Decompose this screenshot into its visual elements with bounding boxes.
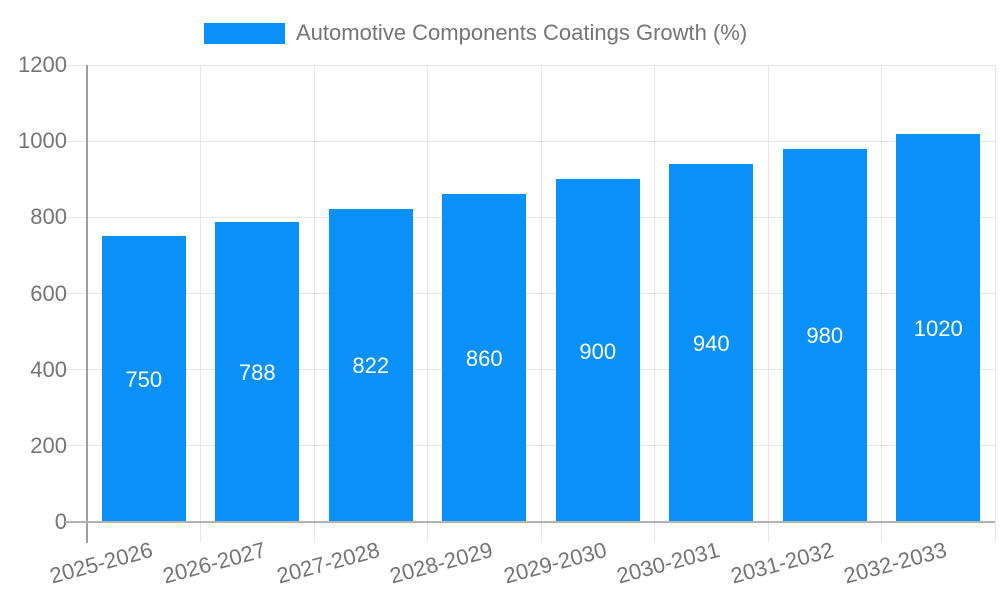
y-gridline <box>65 445 995 447</box>
bar-2032-2033[interactable] <box>896 133 981 522</box>
bar-2029-2030[interactable] <box>555 179 640 522</box>
y-axis-tick-label: 600 <box>30 280 67 306</box>
y-axis-tick-label: 1000 <box>18 128 67 154</box>
x-gridline <box>427 65 428 542</box>
legend[interactable]: Automotive Components Coatings Growth (%… <box>204 21 747 45</box>
legend-label: Automotive Components Coatings Growth (%… <box>296 20 748 45</box>
x-gridline <box>200 65 201 542</box>
x-gridline <box>881 65 882 542</box>
x-gridline <box>994 65 996 542</box>
y-axis-tick-label: 800 <box>30 204 67 230</box>
y-gridline <box>65 140 995 142</box>
bar-2030-2031[interactable] <box>669 164 754 522</box>
bar-2031-2032[interactable] <box>782 148 867 522</box>
y-axis-tick-label: 0 <box>54 509 67 534</box>
x-gridline <box>540 65 542 542</box>
plot-area: 0 200 400 600 800 1000 1200 750 2025-2026 788 2026… <box>18 52 996 588</box>
bar-2025-2026[interactable] <box>101 236 186 522</box>
x-gridline <box>767 65 769 542</box>
y-axis-tick-label: 1200 <box>18 52 67 77</box>
y-axis-tick-label: 400 <box>30 356 67 382</box>
y-axis-tick-label: 200 <box>30 432 67 458</box>
y-axis-line <box>86 65 88 543</box>
y-gridline <box>65 216 995 218</box>
x-gridline <box>313 65 315 542</box>
y-gridline <box>65 293 995 294</box>
bar-2026-2027[interactable] <box>215 221 300 522</box>
x-gridline <box>654 65 655 542</box>
y-gridline <box>65 369 995 371</box>
bar-2027-2028[interactable] <box>328 208 413 522</box>
y-gridline <box>65 64 995 66</box>
legend-swatch-icon <box>204 22 285 44</box>
x-axis-line <box>65 521 995 523</box>
bar-2028-2029[interactable] <box>442 194 527 522</box>
